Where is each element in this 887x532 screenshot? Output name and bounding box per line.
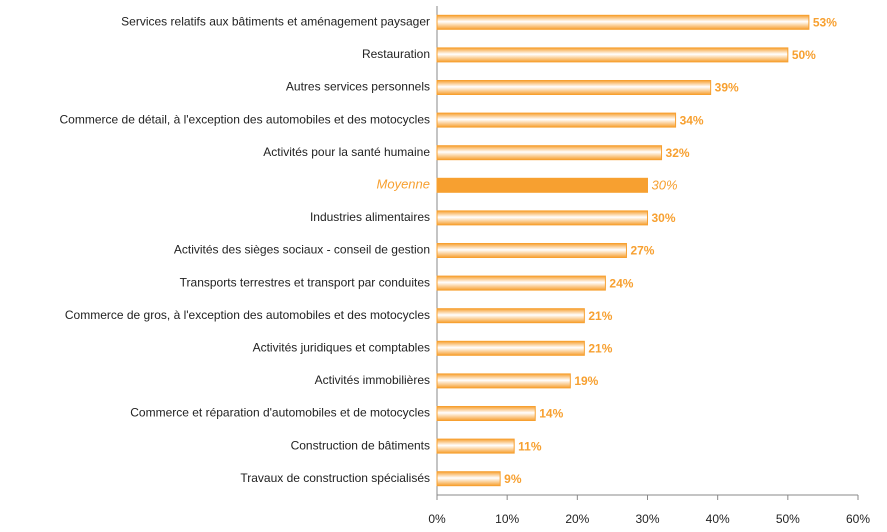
bar: [436, 210, 648, 226]
bar: [436, 275, 606, 291]
x-tick-label: 0%: [428, 512, 446, 526]
category-label: Travaux de construction spécialisés: [240, 471, 430, 485]
x-tick-label: 30%: [635, 512, 659, 526]
bar: [436, 80, 712, 95]
category-label: Activités juridiques et comptables: [253, 340, 430, 354]
value-label: 27%: [630, 244, 654, 258]
value-label: 30%: [652, 211, 676, 225]
category-label: Construction de bâtiments: [291, 438, 430, 452]
category-label: Commerce de détail, à l'exception des au…: [60, 112, 430, 126]
category-label: Activités pour la santé humaine: [263, 145, 430, 159]
value-label: 24%: [609, 276, 633, 290]
category-label: Commerce et réparation d'automobiles et …: [130, 406, 430, 420]
bar: [436, 438, 515, 454]
category-label: Activités des sièges sociaux - conseil d…: [174, 243, 430, 257]
value-label: 50%: [792, 48, 816, 62]
bar: [436, 243, 627, 258]
value-label: 39%: [715, 81, 739, 95]
category-label: Commerce de gros, à l'exception des auto…: [65, 308, 430, 322]
value-label: 53%: [813, 15, 837, 29]
x-tick-label: 10%: [495, 512, 519, 526]
x-tick-label: 40%: [706, 512, 730, 526]
category-label: Activités immobilières: [315, 373, 430, 387]
category-label: Restauration: [362, 47, 430, 61]
value-label: 21%: [588, 309, 612, 323]
value-label: 11%: [518, 439, 542, 453]
bar: [436, 112, 677, 128]
category-label: Industries alimentaires: [310, 210, 430, 224]
bar: [436, 145, 663, 161]
bar: [436, 406, 536, 421]
category-label: Transports terrestres et transport par c…: [180, 275, 430, 289]
value-label: 34%: [680, 113, 704, 127]
x-tick-label: 20%: [565, 512, 589, 526]
category-label: Autres services personnels: [286, 80, 430, 94]
value-label: 21%: [588, 341, 612, 355]
category-label: Services relatifs aux bâtiments et aména…: [121, 14, 430, 28]
bar: [436, 14, 810, 30]
bar: [436, 308, 585, 324]
bar: [436, 373, 571, 389]
value-label: 30%: [652, 178, 678, 193]
value-label: 14%: [539, 407, 563, 421]
bar: [436, 47, 789, 63]
x-tick-label: 60%: [846, 512, 870, 526]
bar: [436, 177, 648, 193]
bar: [436, 340, 585, 356]
bar: [436, 471, 501, 487]
category-label: Moyenne: [377, 177, 430, 192]
value-label: 9%: [504, 472, 522, 486]
value-label: 32%: [666, 146, 690, 160]
value-label: 19%: [574, 374, 598, 388]
x-tick-label: 50%: [776, 512, 800, 526]
